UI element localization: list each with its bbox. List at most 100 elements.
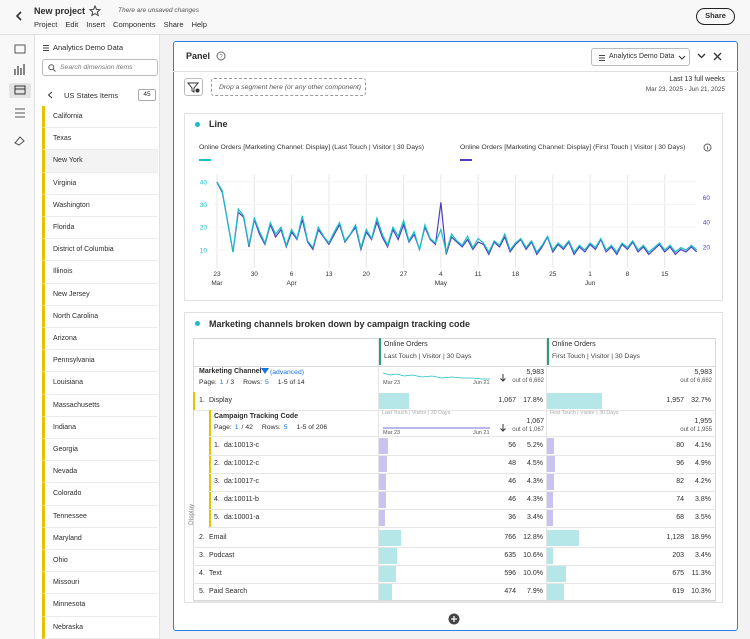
dimension-item[interactable]: Indiana [42,416,158,439]
dimension-item[interactable]: Ohio [42,550,158,573]
series-line [216,181,698,255]
item-label: California [53,113,83,120]
x-tick-label: 11 [475,271,482,278]
search-placeholder: Search dimension items [60,63,133,71]
dimension-item[interactable]: Louisiana [42,372,158,395]
item-label: Washington [53,201,90,209]
date-dates: Mar 23, 2025 - Jun 21, 2025 [645,86,725,93]
dimension-item[interactable]: New Jersey [42,283,158,306]
dimension-item[interactable]: Georgia [42,439,158,462]
unsaved-status: There are unsaved changes [118,7,199,14]
legend-label: Online Orders [Marketing Channel: Displa… [460,144,686,151]
y-tick-label: 10 [200,247,208,254]
menu-item[interactable]: Components [113,20,156,29]
menu-bar: Project Edit Insert Components Share Help [34,20,207,29]
item-label: Georgia [53,446,78,453]
segment-drop-zone[interactable]: Drop a segment here (or any other compon… [211,78,366,96]
back-icon[interactable] [14,10,24,22]
dimension-item[interactable]: Virginia [42,172,158,195]
search-box[interactable]: Search dimension items [42,59,158,76]
x-tick-label: 6 [290,271,294,278]
viz-title: Marketing channels broken down by campai… [209,319,471,329]
viz-dot [195,122,200,127]
dimension-item[interactable]: District of Columbia [42,239,158,262]
item-label: Louisiana [53,379,83,387]
favorite-icon[interactable] [89,5,101,17]
dimension-item[interactable]: Texas [42,128,158,151]
y-tick-label: 40 [200,179,208,186]
dimension-item[interactable]: New York [42,150,158,173]
dimension-item[interactable]: Nevada [42,461,158,484]
item-label: Colorado [53,490,82,498]
svg-text:?: ? [219,55,223,61]
item-label: Minnesota [53,601,86,609]
item-label: Massachusetts [53,401,100,409]
y2-tick-label: 40 [703,220,711,227]
dimension-item[interactable]: Massachusetts [42,394,158,417]
x-tick-label: 20 [363,271,371,278]
menu-item[interactable]: Project [34,20,58,29]
chevron [678,55,686,60]
panel-title: Panel [186,51,211,61]
source-name: Analytics Demo Data [53,43,124,52]
series-line [216,182,698,256]
dimension-item[interactable]: California [42,106,158,129]
share-button[interactable]: Share [696,8,735,25]
item-label: Ohio [53,557,68,564]
x-month-label: Mar [211,280,223,287]
left-rail [0,35,35,639]
x-tick-label: 15 [661,271,669,278]
info-icon[interactable] [703,143,712,152]
divider [173,71,738,72]
legend-swatch [199,159,211,161]
menu-item[interactable]: Edit [65,20,79,29]
dimension-item[interactable]: Tennessee [42,505,158,528]
item-label: Virginia [53,179,77,187]
item-label: Illinois [53,268,73,276]
dimension-item[interactable]: Colorado [42,483,158,506]
dimension-item[interactable]: Missouri [42,572,158,595]
legend-label: Online Orders [Marketing Channel: Displa… [199,144,425,151]
dimension-item[interactable]: Arizona [42,328,158,351]
dimension-item[interactable]: Minnesota [42,594,158,617]
x-month-label: May [435,280,448,287]
panel-controls[interactable] [697,51,731,63]
y-tick-label: 30 [200,202,208,209]
dimension-item[interactable]: Florida [42,217,158,240]
legend-swatch [460,159,472,161]
segment-button[interactable] [184,78,203,96]
list-back-icon[interactable] [47,91,53,99]
item-label: North Carolina [53,312,99,320]
add-button[interactable] [448,613,460,625]
top-bar [0,0,750,35]
list-title: US States Items [64,91,119,100]
x-tick-label: 1 [588,271,592,278]
item-label: Arizona [53,335,77,342]
rail-icons [9,44,31,146]
menu-item[interactable]: Help [191,20,208,29]
x-tick-label: 18 [512,271,520,278]
menu-item[interactable]: Share [163,20,184,29]
source-dropdown[interactable]: Analytics Demo Data [591,48,690,66]
item-label: District of Columbia [53,246,114,254]
menu-item[interactable]: Insert [86,20,106,29]
line-chart: 23 Mar 30 6 Apr 13 20 27 4 May 11 18 25 1 Jun 8 15 10 20 30… [200,175,711,287]
dimension-item[interactable]: Nebraska [42,616,158,639]
viz-dot [195,321,200,326]
x-tick-label: 23 [213,271,221,278]
sidebar: Analytics Demo Data Search dimension ite… [35,35,160,639]
info-icon[interactable]: ? [216,51,226,61]
item-label: Tennessee [53,512,87,520]
dimension-item[interactable]: Pennsylvania [42,350,158,373]
dimension-item[interactable]: Illinois [42,261,158,284]
dimension-item[interactable]: Maryland [42,527,158,550]
dimension-item[interactable]: Washington [42,194,158,217]
item-label: Indiana [53,423,76,431]
item-label: Florida [53,224,75,231]
item-label: Nebraska [53,623,83,631]
dimension-item[interactable]: North Carolina [42,305,158,328]
date-range[interactable]: Last 13 full weeks [669,76,725,83]
table-card [184,312,723,603]
